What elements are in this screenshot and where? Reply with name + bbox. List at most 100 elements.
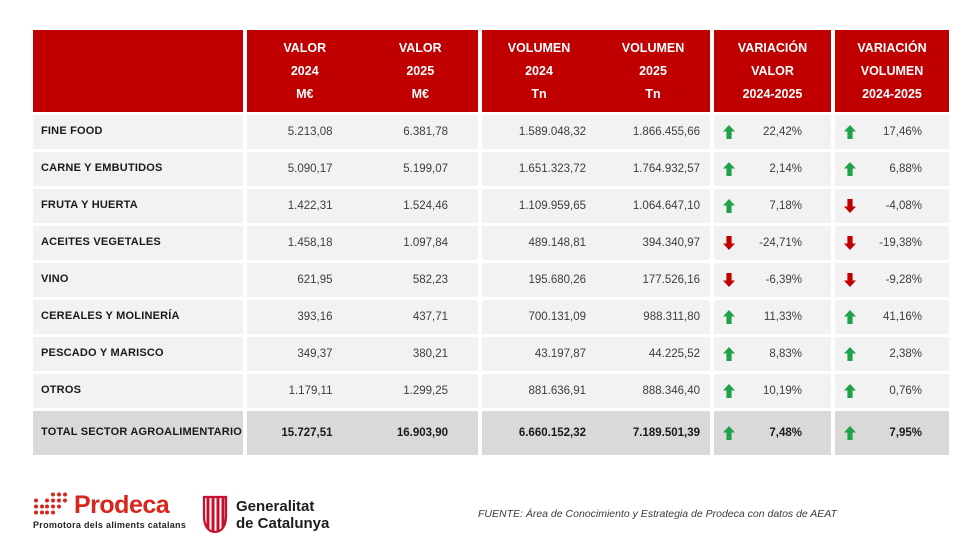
volumen-2024-value: 1.109.959,65: [518, 200, 586, 212]
header-volumen-2025: VOLUMEN 2025 Tn: [596, 30, 710, 112]
valor-2024-value: 5.213,08: [287, 126, 333, 138]
valor-cell: 1.422,31 1.524,46: [247, 189, 478, 223]
variacion-volumen-cell: -9,28%: [835, 263, 949, 297]
prodeca-logo: Prodeca Promotora dels aliments catalans: [33, 491, 186, 530]
header-line: VALOR: [751, 63, 794, 78]
valor-2024-value: 1.422,31: [287, 200, 333, 212]
table-row: CARNE Y EMBUTIDOS 5.090,17 5.199,07 1.651.3…: [33, 152, 949, 186]
variacion-volumen-value: 17,46%: [882, 126, 922, 138]
volumen-cell: 6.660.152,32 7.189.501,39: [482, 411, 710, 455]
variacion-valor-cell: 8,83%: [714, 337, 831, 371]
volumen-2024-value: 1.589.048,32: [518, 126, 586, 138]
variacion-valor-value: 7,48%: [769, 427, 802, 439]
header-valor-group: VALOR 2024 M€ VALOR 2025 M€: [247, 30, 478, 112]
valor-cell: 5.213,08 6.381,78: [247, 115, 478, 149]
header-valor-2025: VALOR 2025 M€: [363, 30, 479, 112]
volumen-2025-value: 177.526,16: [642, 274, 700, 286]
volumen-2025-value: 44.225,52: [648, 348, 700, 360]
header-line: VOLUMEN: [507, 40, 571, 55]
down-arrow-icon: [723, 273, 735, 287]
prodeca-wordmark: Prodeca: [74, 491, 170, 519]
generalitat-line2: de Catalunya: [236, 515, 330, 532]
row-label: FRUTA Y HUERTA: [33, 189, 243, 223]
row-label: CEREALES Y MOLINERÍA: [33, 300, 243, 334]
variacion-volumen-cell: 2,38%: [835, 337, 949, 371]
valor-2025-value: 437,71: [412, 311, 448, 323]
volumen-2025-value: 988.311,80: [643, 311, 700, 323]
up-arrow-icon: [723, 310, 735, 324]
table-row: VINO 621,95 582,23 195.680,26 177.526,16 -6,3…: [33, 263, 949, 297]
valor-2025-value: 16.903,90: [396, 427, 448, 439]
header-line: VOLUMEN: [621, 40, 685, 55]
generalitat-shield-icon: [202, 495, 228, 534]
prodeca-dots-icon: [34, 492, 67, 515]
row-label: VINO: [33, 263, 243, 297]
variacion-volumen-cell: 0,76%: [835, 374, 949, 408]
header-line: VARIACIÓN: [737, 40, 808, 55]
header-line: 2024: [290, 63, 319, 78]
header-line: VARIACIÓN: [857, 40, 927, 55]
valor-2024-value: 5.090,17: [287, 163, 333, 175]
generalitat-line1: Generalitat: [236, 497, 315, 515]
volumen-cell: 43.197,87 44.225,52: [482, 337, 710, 371]
valor-cell: 621,95 582,23: [247, 263, 478, 297]
up-arrow-icon: [844, 125, 856, 139]
variacion-valor-cell: 10,19%: [714, 374, 831, 408]
down-arrow-icon: [723, 236, 735, 250]
row-label: CARNE Y EMBUTIDOS: [33, 152, 243, 186]
variacion-valor-value: 22,42%: [762, 126, 802, 138]
up-arrow-icon: [844, 426, 856, 440]
header-line: Tn: [645, 86, 661, 101]
variacion-volumen-cell: 17,46%: [835, 115, 949, 149]
up-arrow-icon: [723, 347, 735, 361]
valor-2024-value: 621,95: [297, 274, 333, 286]
variacion-valor-cell: 7,18%: [714, 189, 831, 223]
header-line: Tn: [531, 86, 547, 101]
header-line: VOLUMEN: [860, 63, 924, 78]
up-arrow-icon: [723, 199, 735, 213]
variacion-valor-value: 10,19%: [762, 385, 802, 397]
source-note: FUENTE: Área de Conocimiento y Estrategi…: [478, 508, 837, 520]
header-line: M€: [296, 86, 314, 101]
valor-2025-value: 380,21: [412, 348, 448, 360]
variacion-valor-cell: -6,39%: [714, 263, 831, 297]
header-variacion-valor: VARIACIÓN VALOR 2024-2025: [714, 30, 831, 112]
generalitat-name: Generalitat de Catalunya: [236, 498, 329, 533]
valor-cell: 1.458,18 1.097,84: [247, 226, 478, 260]
up-arrow-icon: [844, 162, 856, 176]
variacion-volumen-value: -9,28%: [885, 274, 922, 286]
header-line: VALOR: [283, 40, 327, 55]
variacion-volumen-value: 7,95%: [889, 427, 922, 439]
header-line: M€: [411, 86, 429, 101]
variacion-volumen-cell: -4,08%: [835, 189, 949, 223]
header-line: 2024-2025: [862, 86, 922, 101]
volumen-2025-value: 1.764.932,57: [632, 163, 700, 175]
variacion-volumen-cell: 7,95%: [835, 411, 949, 455]
variacion-volumen-value: 2,38%: [889, 348, 922, 360]
table-row: FRUTA Y HUERTA 1.422,31 1.524,46 1.109.959,…: [33, 189, 949, 223]
volumen-2024-value: 489.148,81: [528, 237, 586, 249]
down-arrow-icon: [844, 199, 856, 213]
valor-2025-value: 1.097,84: [403, 237, 448, 249]
up-arrow-icon: [723, 125, 735, 139]
variacion-valor-cell: 2,14%: [714, 152, 831, 186]
valor-2024-value: 349,37: [297, 348, 333, 360]
volumen-cell: 1.651.323,72 1.764.932,57: [482, 152, 710, 186]
volumen-2025-value: 394.340,97: [642, 237, 700, 249]
volumen-cell: 881.636,91 888.346,40: [482, 374, 710, 408]
table-row: OTROS 1.179,11 1.299,25 881.636,91 888.346,4…: [33, 374, 949, 408]
variacion-volumen-value: 6,88%: [889, 163, 922, 175]
down-arrow-icon: [844, 236, 856, 250]
valor-cell: 5.090,17 5.199,07: [247, 152, 478, 186]
export-data-table: VALOR 2024 M€ VALOR 2025 M€ VOLUMEN 2024…: [33, 30, 949, 455]
header-variacion-volumen: VARIACIÓN VOLUMEN 2024-2025: [835, 30, 949, 112]
volumen-2024-value: 1.651.323,72: [518, 163, 586, 175]
variacion-valor-value: 11,33%: [763, 311, 802, 323]
variacion-valor-value: 8,83%: [769, 348, 802, 360]
prodeca-tagline: Promotora dels aliments catalans: [33, 520, 187, 530]
volumen-cell: 1.589.048,32 1.866.455,66: [482, 115, 710, 149]
valor-cell: 15.727,51 16.903,90: [247, 411, 478, 455]
row-label: ACEITES VEGETALES: [33, 226, 243, 260]
variacion-volumen-value: 41,16%: [882, 311, 922, 323]
valor-2025-value: 1.299,25: [403, 385, 448, 397]
